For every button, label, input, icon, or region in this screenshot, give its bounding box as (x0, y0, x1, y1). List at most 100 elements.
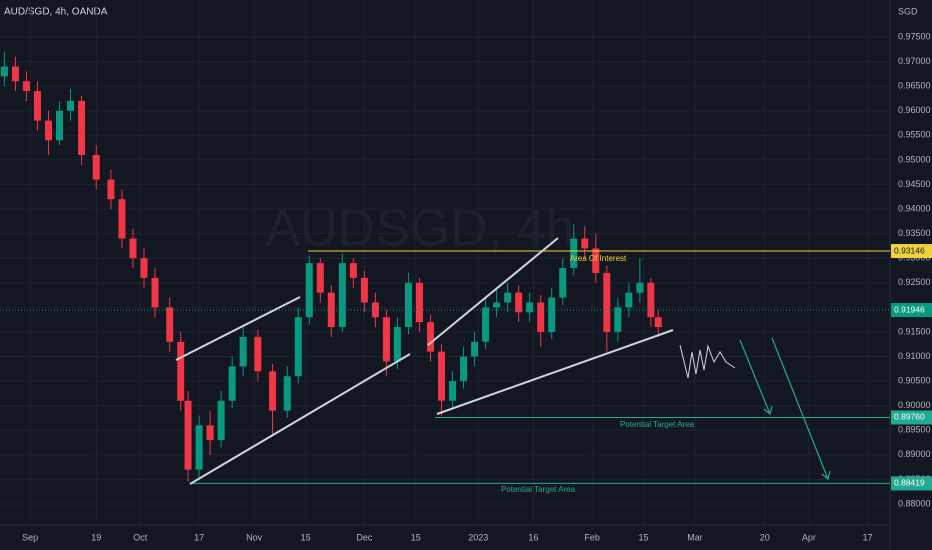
y-tick-label: 0.95000 (898, 154, 931, 164)
candle-body (283, 376, 291, 411)
candle-body (515, 292, 523, 313)
candle-body (327, 292, 335, 328)
axis-overlay: 0.97500 0.97000 0.96500 0.96000 0.95500 0.950… (22, 31, 932, 542)
candle-body (438, 351, 446, 401)
candle-body (177, 341, 185, 401)
candle-body (107, 179, 115, 200)
candle-body (0, 66, 8, 77)
trend-line (175, 296, 301, 361)
x-tick-label: Feb (584, 532, 600, 542)
candle-body (129, 238, 137, 259)
candle-body (570, 238, 578, 269)
candle-body (184, 400, 192, 470)
level-label: 0.93146 (894, 245, 925, 255)
candle-body (349, 263, 357, 278)
y-tick-label: 0.89500 (898, 425, 931, 435)
candle-body (603, 272, 611, 332)
y-tick-label: 0.89000 (898, 449, 931, 459)
x-tick-label: Nov (246, 532, 263, 542)
candle-body (294, 317, 302, 377)
level-label-box (891, 476, 932, 491)
arrows (739, 337, 831, 481)
candle-body (404, 282, 412, 328)
candle-body (239, 336, 247, 367)
candle-body (493, 302, 501, 308)
candle-body (559, 268, 567, 298)
candle-body (482, 307, 490, 342)
candle-body (382, 317, 390, 362)
x-tick-label: 15 (639, 532, 649, 542)
arrow (739, 339, 771, 415)
x-tick-label: 15 (411, 532, 421, 542)
candle-body (92, 154, 100, 180)
projection-sketch (679, 344, 736, 379)
candle-body (548, 297, 556, 332)
x-tick-label: 19 (91, 532, 101, 542)
level-label: 0.89760 (894, 412, 925, 422)
annotation: Potential Target Area (620, 420, 695, 429)
x-tick-label: 17 (863, 532, 873, 542)
candle-body (647, 282, 655, 318)
x-tick-label: 2023 (468, 532, 488, 542)
level-label-box (891, 410, 932, 425)
current-price-label: 0.91946 (894, 304, 925, 314)
y-tick-label: 0.93500 (898, 228, 931, 238)
candle-body (44, 120, 52, 141)
drawings (175, 237, 736, 485)
y-tick-label: 0.88000 (898, 498, 931, 508)
candle-body (471, 341, 479, 357)
candle-body (140, 258, 148, 278)
x-tick-label: Oct (133, 532, 148, 542)
y-tick-label: 0.92500 (898, 277, 931, 287)
level-label: 0.88419 (894, 478, 925, 488)
candle-body (360, 277, 368, 303)
current-price-box (891, 303, 932, 318)
candle-body (460, 356, 468, 382)
y-tick-label: 0.90000 (898, 400, 931, 410)
candle-body (592, 248, 600, 273)
candle-body (56, 110, 64, 141)
candle-body (338, 263, 346, 328)
candle-body (118, 199, 126, 239)
y-tick-label: 0.91000 (898, 351, 931, 361)
watermark: AUDSGD, 4h (265, 200, 574, 258)
arrow-head (821, 470, 831, 481)
x-tick-label: Sep (22, 532, 38, 542)
candle-body (11, 66, 19, 82)
candle-body (206, 425, 214, 441)
candle-body (269, 371, 277, 411)
candle-body (33, 91, 41, 121)
candle-body (415, 282, 423, 323)
candle-body (614, 307, 622, 332)
x-tick-label: Mar (687, 532, 703, 542)
trend-line (189, 353, 411, 485)
candle-body (449, 381, 457, 401)
x-tick-label: 16 (528, 532, 538, 542)
arrow (771, 337, 829, 480)
candle-body (217, 400, 225, 441)
x-tick-label: Apr (802, 532, 816, 542)
candle-body (316, 263, 324, 293)
marks (0, 0, 890, 525)
candle-body (151, 277, 159, 308)
candle-body (426, 322, 434, 352)
y-tick-label: 0.97000 (898, 56, 931, 66)
chart-title: AUD/SGD, 4h, OANDA (4, 7, 108, 18)
candle-body (254, 336, 262, 372)
candle-body (166, 307, 174, 342)
candle-body (22, 81, 30, 92)
candle-body (654, 317, 662, 328)
currency-label: SGD (898, 6, 918, 16)
y-tick-label: 0.97500 (898, 31, 931, 41)
y-tick-label: 0.90500 (898, 375, 931, 385)
candle-body (195, 425, 203, 470)
candle-body (581, 238, 589, 249)
candle-body (393, 327, 401, 362)
y-tick-label: 0.96500 (898, 81, 931, 91)
y-tick-label: 0.94500 (898, 179, 931, 189)
candle-body (78, 100, 86, 155)
y-tick-label: 0.96000 (898, 105, 931, 115)
y-tick-label: 0.94000 (898, 203, 931, 213)
annotation: Area Of Interest (570, 254, 627, 263)
